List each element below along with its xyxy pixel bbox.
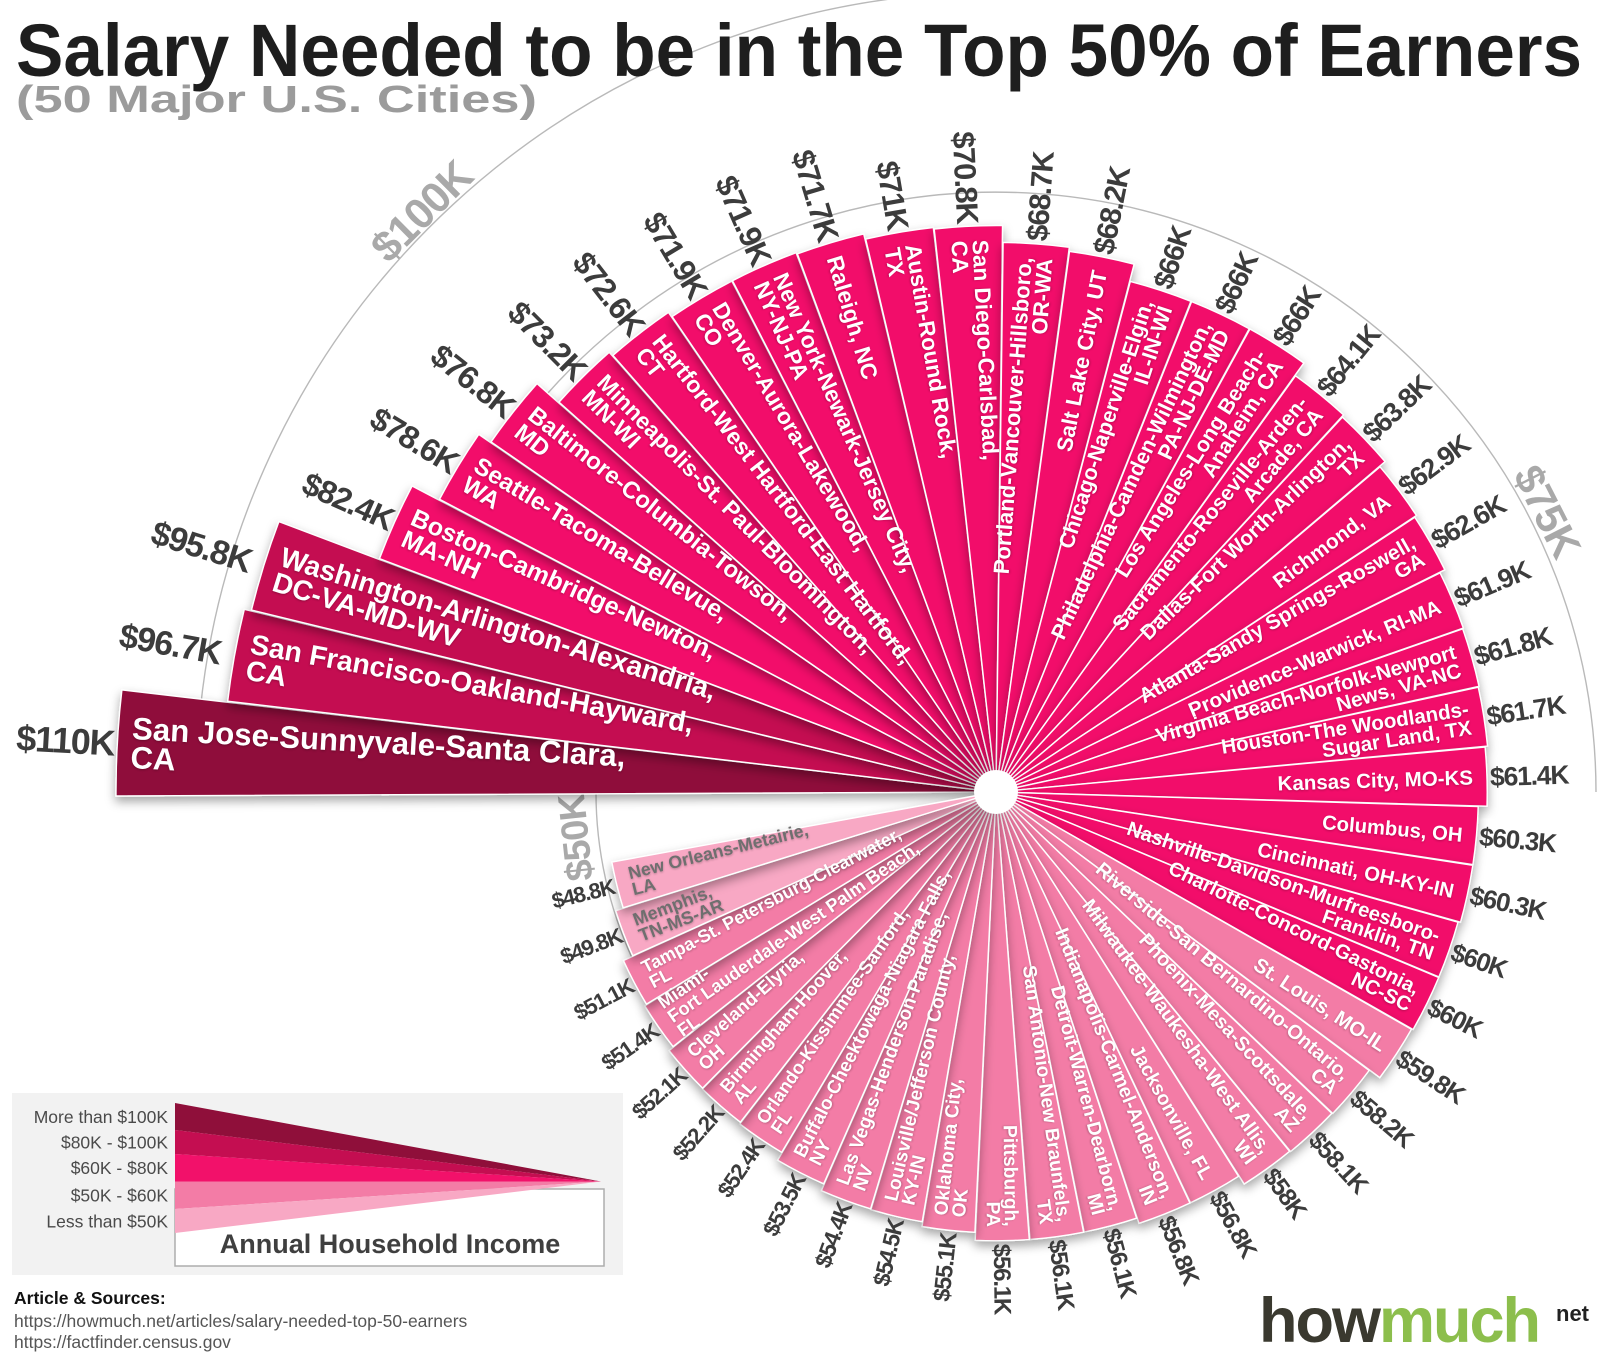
svg-text:OK: OK — [949, 1187, 973, 1218]
svg-text:$80K - $100K: $80K - $100K — [61, 1132, 168, 1152]
svg-text:howmuch: howmuch — [1259, 1286, 1539, 1356]
svg-text:Less than $50K: Less than $50K — [46, 1211, 168, 1231]
svg-text:https://factfinder.census.gov: https://factfinder.census.gov — [14, 1332, 231, 1352]
svg-text:$60K - $80K: $60K - $80K — [71, 1158, 169, 1178]
svg-text:$110K: $110K — [15, 717, 116, 763]
svg-text:PA: PA — [982, 1201, 1003, 1227]
svg-text:(50 Major U.S. Cities): (50 Major U.S. Cities) — [16, 79, 537, 121]
svg-text:Salary Needed to be in the Top: Salary Needed to be in the Top 50% of Ea… — [16, 9, 1582, 92]
svg-text:Pittsburgh,: Pittsburgh, — [999, 1125, 1021, 1227]
svg-text:CA: CA — [946, 240, 973, 274]
svg-text:$56.1K: $56.1K — [988, 1244, 1016, 1316]
svg-text:CA: CA — [130, 740, 177, 777]
svg-text:$50K: $50K — [551, 791, 602, 883]
svg-text:$68.7K: $68.7K — [1021, 149, 1061, 242]
svg-text:net: net — [1556, 1301, 1590, 1326]
svg-text:$50K - $60K: $50K - $60K — [71, 1186, 169, 1206]
svg-text:$61.4K: $61.4K — [1490, 760, 1570, 792]
svg-text:Annual Household Income: Annual Household Income — [220, 1229, 561, 1259]
svg-text:$60.3K: $60.3K — [1478, 821, 1558, 858]
svg-text:$70.8K: $70.8K — [946, 130, 986, 225]
svg-text:More than $100K: More than $100K — [34, 1107, 169, 1127]
svg-text:TX: TX — [1032, 1198, 1056, 1225]
svg-text:CA: CA — [243, 654, 289, 693]
svg-text:Article & Sources:: Article & Sources: — [14, 1288, 166, 1308]
svg-text:OR-WA: OR-WA — [1027, 258, 1058, 336]
svg-text:https://howmuch.net/articles/s: https://howmuch.net/articles/salary-need… — [14, 1311, 468, 1331]
svg-text:TX: TX — [879, 246, 909, 279]
